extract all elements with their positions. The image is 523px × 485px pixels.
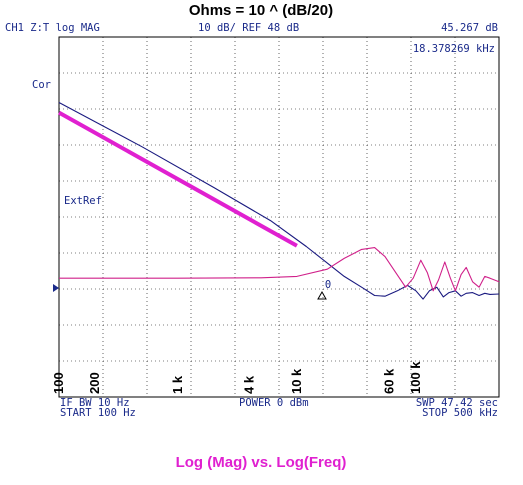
series-line-1	[58, 102, 500, 300]
footer-start: START 100 Hz	[60, 407, 136, 419]
series-line-3	[58, 110, 298, 248]
header-scale-ref: 10 dB/ REF 48 dB	[198, 22, 299, 34]
x-tick-label: 60 k	[381, 368, 396, 394]
footer-swp: SWP 47.42 sec	[416, 397, 498, 409]
footer-power: POWER 0 dBm	[239, 397, 309, 409]
cor-label: Cor	[32, 79, 51, 91]
footer-stop: STOP 500 kHz	[422, 407, 498, 419]
x-tick-label: 200	[87, 372, 102, 394]
x-tick-label: 100	[51, 372, 66, 394]
chart-caption: Log (Mag) vs. Log(Freq)	[176, 454, 347, 471]
grid	[59, 37, 499, 397]
marker: 0	[317, 279, 331, 300]
footer-if-bw: IF BW 10 Hz	[60, 397, 130, 409]
marker-freq-readout: 18.378269 kHz	[413, 43, 495, 55]
header-channel: CH1 Z:T log MAG	[5, 22, 100, 34]
x-tick-label: 1 k	[170, 375, 185, 394]
series-line-2	[59, 247, 500, 292]
x-tick-label: 10 k	[289, 368, 304, 394]
marker-label: 0	[325, 279, 331, 291]
chart-title: Ohms = 10 ^ (dB/20)	[189, 2, 333, 19]
traces	[58, 102, 500, 300]
marker-triangle	[317, 290, 327, 300]
reference-level-arrow	[53, 284, 59, 292]
x-tick-label: 4 k	[242, 375, 257, 394]
extref-label: ExtRef	[64, 195, 102, 207]
header-marker-value: 45.267 dB	[441, 22, 498, 34]
x-tick-label: 100 k	[408, 361, 423, 394]
x-tick-labels: 100 200 1 k 4 k 10 k 60 k 100 k	[51, 361, 423, 394]
